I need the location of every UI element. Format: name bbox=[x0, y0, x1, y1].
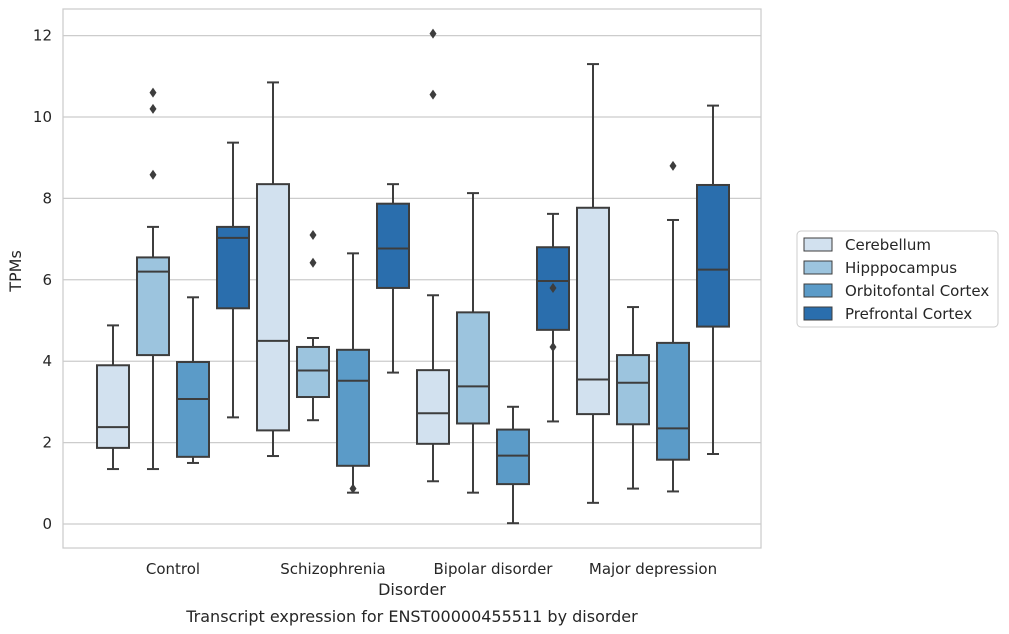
box-layer bbox=[96, 28, 730, 525]
outlier-point bbox=[549, 341, 557, 352]
box-iqr bbox=[536, 246, 570, 331]
box-iqr bbox=[136, 256, 170, 357]
box-iqr bbox=[176, 361, 210, 458]
outlier-point bbox=[149, 87, 157, 98]
box-2-2 bbox=[496, 405, 530, 525]
legend-label: Cerebellum bbox=[845, 236, 931, 254]
outlier-point bbox=[309, 230, 317, 241]
box-0-1 bbox=[256, 81, 290, 458]
y-tick-label: 12 bbox=[33, 27, 52, 45]
box-iqr bbox=[96, 364, 130, 449]
box-iqr bbox=[616, 354, 650, 426]
box-2-0 bbox=[176, 296, 210, 464]
x-tick-labels: Control Schizophrenia Bipolar disorder Majo… bbox=[146, 560, 717, 578]
box-iqr bbox=[256, 183, 290, 432]
legend-swatch bbox=[803, 283, 833, 298]
box-iqr bbox=[696, 183, 730, 328]
box-iqr bbox=[336, 348, 370, 467]
outlier-point bbox=[309, 257, 317, 268]
y-tick-label: 8 bbox=[42, 189, 52, 207]
y-tick-label: 10 bbox=[33, 108, 52, 126]
box-3-1 bbox=[376, 183, 410, 374]
y-tick-label: 4 bbox=[42, 352, 52, 370]
x-tick-label: Major depression bbox=[589, 560, 717, 578]
legend-label: Hipppocampus bbox=[845, 259, 957, 277]
box-3-2 bbox=[536, 212, 570, 423]
y-tick-label: 2 bbox=[42, 434, 52, 452]
y-tick-label: 0 bbox=[42, 515, 52, 533]
outlier-point bbox=[549, 282, 557, 293]
legend-label: Prefrontal Cortex bbox=[845, 305, 972, 323]
x-tick-label: Bipolar disorder bbox=[434, 560, 554, 578]
y-tick-labels: 0 2 4 6 8 10 12 bbox=[33, 27, 52, 533]
box-1-1 bbox=[296, 230, 330, 422]
box-iqr bbox=[416, 369, 450, 445]
legend-frame bbox=[796, 230, 999, 328]
legend-swatch bbox=[803, 306, 833, 321]
box-3-3 bbox=[696, 104, 730, 455]
outlier-point bbox=[149, 103, 157, 114]
x-tick-label: Control bbox=[146, 560, 200, 578]
outlier-point bbox=[429, 89, 437, 100]
outlier-point bbox=[429, 28, 437, 39]
box-3-0 bbox=[216, 141, 250, 419]
box-iqr bbox=[496, 428, 530, 486]
box-iqr bbox=[376, 202, 410, 289]
y-axis-label: TPMs bbox=[6, 250, 25, 293]
legend-label: Orbitofontal Cortex bbox=[845, 282, 989, 300]
box-iqr bbox=[296, 345, 330, 399]
box-0-0 bbox=[96, 324, 130, 471]
outlier-point bbox=[149, 169, 157, 180]
legend-swatch bbox=[803, 260, 833, 275]
box-iqr bbox=[576, 206, 610, 416]
y-tick-label: 6 bbox=[42, 271, 52, 289]
box-2-1 bbox=[336, 252, 370, 494]
box-2-3 bbox=[656, 160, 690, 493]
legend-swatch bbox=[803, 237, 833, 252]
x-axis-label: Disorder bbox=[378, 580, 446, 599]
box-iqr bbox=[216, 225, 250, 310]
chart-caption: Transcript expression for ENST0000045551… bbox=[185, 607, 638, 626]
outlier-point bbox=[349, 483, 357, 494]
outlier-point bbox=[669, 160, 677, 171]
box-1-3 bbox=[616, 306, 650, 490]
box-1-2 bbox=[456, 192, 490, 494]
box-iqr bbox=[656, 341, 690, 461]
plot-frame bbox=[62, 8, 762, 549]
box-1-0 bbox=[136, 87, 170, 471]
x-tick-label: Schizophrenia bbox=[280, 560, 385, 578]
box-iqr bbox=[456, 311, 490, 425]
box-0-3 bbox=[576, 63, 610, 504]
legend: Cerebellum Hipppocampus Orbitofontal Corte… bbox=[796, 230, 999, 328]
box-0-2 bbox=[416, 28, 450, 483]
